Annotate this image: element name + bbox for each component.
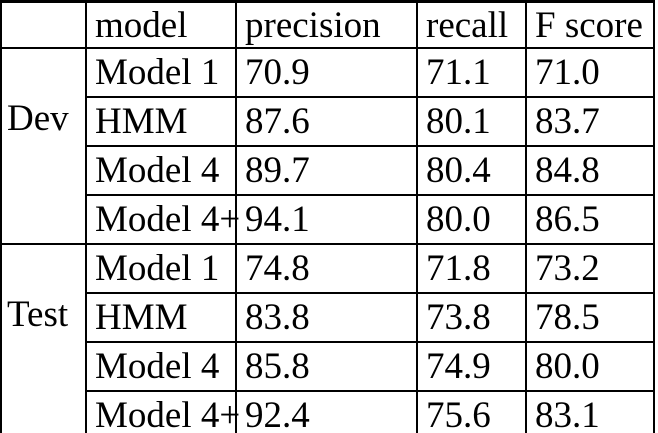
cell-precision: 70.9 [235, 47, 418, 98]
cell-f-score: 78.5 [525, 292, 655, 343]
cell-f-score: 83.7 [525, 96, 655, 147]
table-row: Test Model 1 74.8 71.8 73.2 [0, 243, 655, 433]
corner-cell [0, 0, 87, 49]
cell-model: Model 4 [85, 145, 237, 196]
cell-model: HMM [85, 292, 237, 343]
cell-model: Model 1 [85, 243, 237, 294]
cell-f-score: 71.0 [525, 47, 655, 98]
cell-recall: 74.9 [416, 341, 527, 392]
cell-recall: 71.8 [416, 243, 527, 294]
table-row: Dev Model 1 70.9 71.1 71.0 [0, 47, 655, 245]
cell-precision: 87.6 [235, 96, 418, 147]
table-row: Model 4+ 94.1 80.0 86.5 [1, 194, 655, 245]
column-header-f-score: F score [525, 0, 655, 49]
table-row: HMM 87.6 80.1 83.7 [1, 96, 655, 147]
cell-recall: 73.8 [416, 292, 527, 343]
cell-model: Model 1 [85, 47, 237, 98]
cell-model: Model 4+ [85, 390, 240, 433]
column-header-precision: precision [235, 0, 418, 49]
cell-recall: 75.6 [416, 390, 527, 433]
cell-precision: 74.8 [235, 243, 418, 294]
cell-precision: 83.8 [235, 292, 418, 343]
cell-f-score: 84.8 [525, 145, 655, 196]
cell-f-score: 83.1 [525, 390, 655, 433]
cell-recall: 80.1 [416, 96, 527, 147]
group-label-test: Test [0, 243, 87, 433]
cell-precision: 85.8 [235, 341, 418, 392]
cell-precision: 92.4 [235, 390, 418, 433]
cell-f-score: 80.0 [525, 341, 655, 392]
column-header-model: model [85, 0, 237, 49]
table-row: Model 4 89.7 80.4 84.8 [1, 145, 655, 196]
cell-precision: 89.7 [235, 145, 418, 196]
cell-recall: 80.0 [416, 194, 527, 245]
table-row: Model 4+ 92.4 75.6 83.1 [1, 390, 655, 433]
column-header-recall: recall [416, 0, 527, 49]
cell-f-score: 86.5 [525, 194, 655, 245]
cell-recall: 71.1 [416, 47, 527, 98]
table-row: HMM 83.8 73.8 78.5 [1, 292, 655, 343]
table-row: Model 4 85.8 74.9 80.0 [1, 341, 655, 392]
cell-recall: 80.4 [416, 145, 527, 196]
cell-model: Model 4+ [85, 194, 240, 245]
cell-precision: 94.1 [235, 194, 418, 245]
group-label-dev: Dev [0, 47, 87, 245]
cell-model: Model 4 [85, 341, 237, 392]
header-row: model precision recall F score [0, 0, 655, 49]
cell-f-score: 73.2 [525, 243, 655, 294]
cell-model: HMM [85, 96, 237, 147]
